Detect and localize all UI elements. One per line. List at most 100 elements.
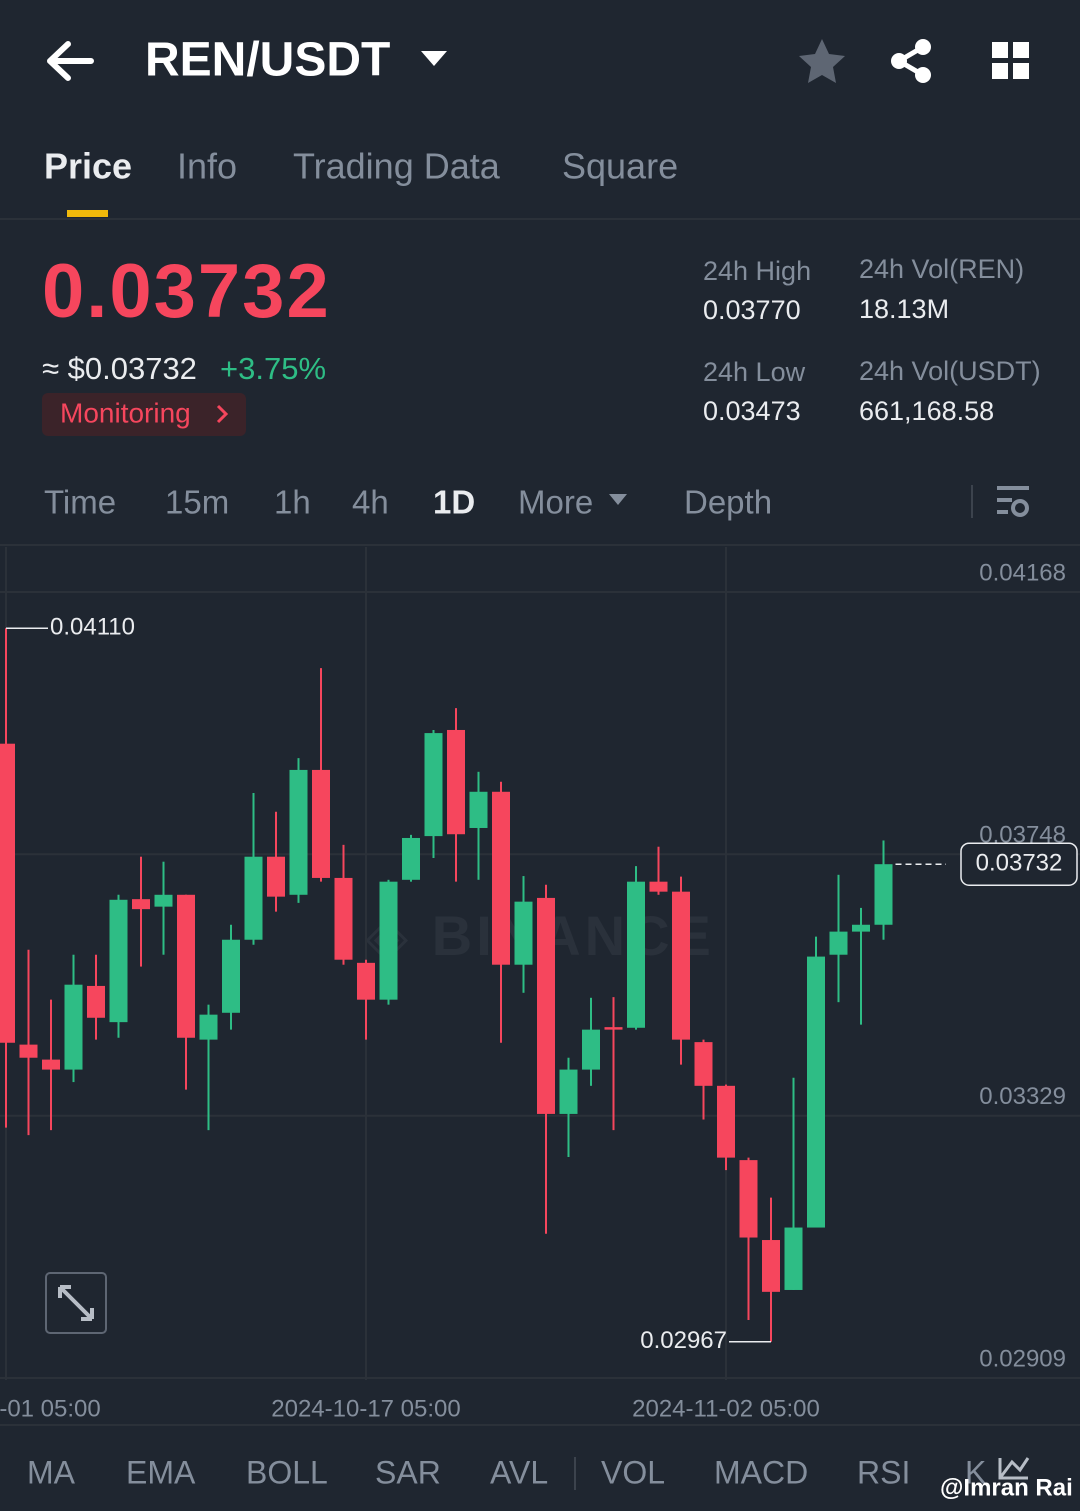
candle-body xyxy=(762,1240,780,1292)
y-tick-label: 0.03329 xyxy=(979,1083,1066,1110)
interval[interactable]: Depth xyxy=(684,484,772,521)
candle-body xyxy=(874,864,893,925)
candle-body xyxy=(717,1085,735,1158)
indicator[interactable]: K xyxy=(965,1454,986,1490)
layout-icon[interactable] xyxy=(992,42,1029,79)
candle-body xyxy=(447,729,465,835)
last-price: 0.03732 xyxy=(42,249,331,334)
indicator[interactable]: MACD xyxy=(714,1454,808,1490)
candle-body xyxy=(132,899,150,910)
share-dot xyxy=(915,67,931,83)
candle-body xyxy=(334,877,353,960)
candle-body xyxy=(807,956,825,1228)
interval[interactable]: More xyxy=(518,484,593,521)
layout-square xyxy=(992,42,1008,58)
x-tick-label: 2024-10-01 05:00 xyxy=(0,1395,101,1422)
candle-body xyxy=(177,894,195,1038)
stat-label: 24h Vol(REN) xyxy=(859,254,1024,284)
candle-body xyxy=(289,769,308,895)
candle-body xyxy=(604,1027,623,1030)
favorite-icon[interactable] xyxy=(799,39,845,83)
stat-label: 24h High xyxy=(703,256,811,286)
tab[interactable]: Price xyxy=(44,146,132,187)
indicator[interactable]: VOL xyxy=(601,1454,665,1490)
pair-title[interactable]: REN/USDT xyxy=(145,34,390,87)
price-change: +3.75% xyxy=(220,351,326,386)
indicator-edit-icon[interactable] xyxy=(998,1457,1030,1480)
candle-body xyxy=(537,897,555,1114)
candle-body xyxy=(402,837,420,880)
stat-value: 661,168.58 xyxy=(859,396,994,426)
candle-body xyxy=(0,743,15,1043)
fullscreen-box xyxy=(45,1272,107,1334)
candle-body xyxy=(64,984,83,1070)
fullscreen-button[interactable] xyxy=(45,1272,107,1334)
stat-value: 18.13M xyxy=(859,294,949,324)
candle-body xyxy=(582,1029,600,1070)
layout-square xyxy=(1013,42,1029,58)
monitoring-button[interactable]: Monitoring xyxy=(42,393,246,436)
x-tick-label: 2024-11-02 05:00 xyxy=(632,1395,820,1422)
candle-body xyxy=(784,1227,803,1290)
tab-indicator xyxy=(67,210,108,217)
candle-body xyxy=(379,881,398,1000)
interval[interactable]: 1D xyxy=(433,484,475,521)
candle-body xyxy=(357,962,375,1000)
y-tick-label: 0.02909 xyxy=(979,1345,1066,1372)
monitoring-label: Monitoring xyxy=(60,397,191,428)
x-tick-label: 2024-10-17 05:00 xyxy=(271,1395,461,1422)
stat-value: 0.03770 xyxy=(703,295,801,325)
candle-body xyxy=(694,1042,713,1086)
candle-body xyxy=(199,1014,218,1040)
tab[interactable]: Trading Data xyxy=(293,146,501,187)
candle-body xyxy=(492,791,510,965)
share-icon[interactable] xyxy=(891,39,931,83)
more-caret[interactable] xyxy=(609,494,627,505)
candle-body xyxy=(244,856,263,940)
candle-body xyxy=(154,894,173,907)
extreme-label: 0.02967 xyxy=(640,1327,727,1354)
candle-body xyxy=(424,733,443,837)
last-price-label: 0.03732 xyxy=(976,850,1063,877)
back-button[interactable] xyxy=(47,41,94,81)
candle-body xyxy=(739,1160,758,1238)
pair-caret[interactable] xyxy=(421,51,447,66)
stat-label: 24h Low xyxy=(703,357,806,387)
indicator[interactable]: EMA xyxy=(126,1454,196,1490)
interval[interactable]: 15m xyxy=(165,484,229,521)
layout-square xyxy=(1013,63,1029,79)
indicator[interactable]: MA xyxy=(27,1454,76,1490)
chart-settings-icon[interactable] xyxy=(997,486,1029,517)
stat-value: 0.03473 xyxy=(703,396,801,426)
share-dot xyxy=(915,39,931,55)
y-tick-label: 0.04168 xyxy=(979,559,1066,586)
candle-body xyxy=(87,985,105,1018)
indicator[interactable]: SAR xyxy=(375,1454,441,1490)
candle-body xyxy=(829,931,848,955)
candle-body xyxy=(852,924,870,932)
fullscreen-arrows xyxy=(58,1285,94,1321)
interval[interactable]: Time xyxy=(44,484,116,521)
share-dot xyxy=(891,53,907,69)
extreme-label: 0.04110 xyxy=(50,614,135,641)
interval[interactable]: 4h xyxy=(352,484,389,521)
indicator[interactable]: RSI xyxy=(857,1454,910,1490)
candle-body xyxy=(627,881,645,1028)
price-usd: ≈ $0.03732 xyxy=(42,351,197,386)
candle-body xyxy=(649,881,668,892)
candle-body xyxy=(469,791,488,828)
candle-body xyxy=(672,891,690,1040)
user-watermark: @Imran Rai xyxy=(940,1474,1073,1501)
last-price-box xyxy=(960,842,1078,886)
candle-body xyxy=(42,1059,60,1070)
interval[interactable]: 1h xyxy=(274,484,311,521)
icon-gear xyxy=(1011,499,1029,517)
tab[interactable]: Info xyxy=(177,146,237,187)
indicator[interactable]: BOLL xyxy=(246,1454,328,1490)
indicator[interactable]: AVL xyxy=(490,1454,548,1490)
tab[interactable]: Square xyxy=(562,146,678,187)
